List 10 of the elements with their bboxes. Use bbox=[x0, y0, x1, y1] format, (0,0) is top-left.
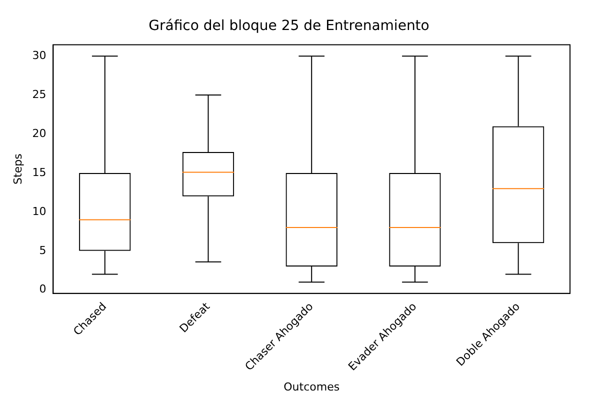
y-tick-label: 15 bbox=[32, 166, 46, 179]
x-axis-title: Outcomes bbox=[284, 380, 340, 394]
y-tick-label: 0 bbox=[39, 282, 46, 296]
y-tick-label: 30 bbox=[32, 48, 46, 62]
y-tick-label: 25 bbox=[32, 88, 46, 101]
chart-title: Gráfico del bloque 25 de Entrenamiento bbox=[148, 18, 430, 34]
y-axis-title: Steps bbox=[11, 153, 24, 184]
y-tick-label: 10 bbox=[32, 204, 46, 218]
y-tick-label: 20 bbox=[32, 126, 46, 140]
y-tick-label: 5 bbox=[39, 244, 46, 257]
